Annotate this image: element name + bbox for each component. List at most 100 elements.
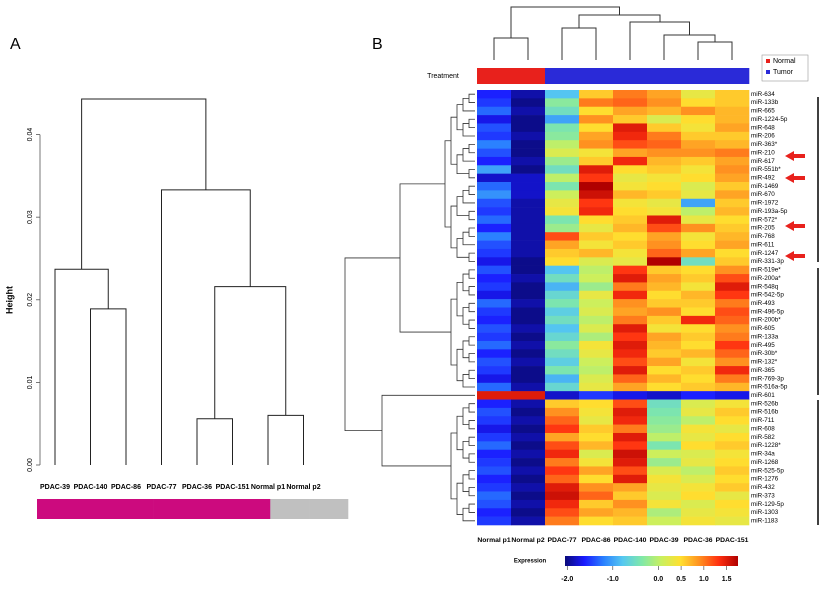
heatmap-cell [511,315,546,325]
heatmap-cell [477,248,512,258]
heatmap-cell [715,248,750,258]
heatmap-cell [715,432,750,442]
heatmap-cell [477,483,512,492]
heatmap-cell [715,198,750,208]
treatment-cell [715,68,750,84]
heatmap-cell [579,299,614,308]
heatmap-cell [545,148,580,158]
row-label: miR-711 [751,417,775,424]
heatmap-cell [579,165,614,174]
heatmap-cell [545,483,580,492]
heatmap-cell [681,198,716,208]
row-label: miR-210 [751,149,775,156]
heatmap-cell [477,148,512,158]
heatmap-cell [613,449,648,459]
heatmap-cell [681,366,716,375]
heatmap-cell [579,499,614,509]
row-label: miR-1276 [751,476,779,483]
heatmap-cell [647,315,682,325]
heatmap-cell [477,474,512,484]
heatmap-cell [477,98,512,108]
column-dendrogram [493,6,733,60]
column-label: PDAC-77 [547,537,576,544]
heatmap-cell [681,156,716,166]
heatmap-cell [579,90,614,99]
heatmap-cell [545,391,580,400]
heatmap-cell [715,90,750,99]
heatmap-cell [715,391,750,400]
heatmap-cell [647,98,682,108]
row-label: miR-542-5p [751,292,784,299]
heatmap-cell [477,441,512,451]
heatmap-cell [477,449,512,459]
heatmap-cell [681,340,716,350]
heatmap-cell [613,165,648,174]
colorbar-tick-label: 1.0 [699,576,709,583]
heatmap-cell [477,307,512,317]
heatmap-cell [715,257,750,266]
heatmap-cell [681,441,716,451]
column-label: Normal p2 [511,537,544,544]
heatmap-cell [579,198,614,208]
heatmap-cell [715,148,750,158]
heatmap-cell [715,240,750,250]
heatmap-cell [647,173,682,183]
heatmap-cell [681,474,716,484]
heatmap-cell [715,232,750,241]
heatmap-cell [511,215,546,225]
heatmap-cell [545,223,580,233]
heatmap-cell [715,416,750,425]
heatmap-cell [477,357,512,367]
heatmap-cell [715,123,750,133]
heatmap-cell [579,106,614,116]
heatmap-cell [545,182,580,191]
column-label: PDAC-86 [581,537,610,544]
heatmap-cell [477,349,512,358]
heatmap-cell [681,508,716,517]
heatmap-cell [613,416,648,425]
group-bar [75,499,116,519]
heatmap-cell [647,106,682,116]
heatmap-cell [647,474,682,484]
heatmap-cell [477,123,512,133]
column-label: PDAC-39 [649,537,678,544]
heatmap-cell [477,156,512,166]
heatmap-cell [511,165,546,174]
heatmap-cell [681,98,716,108]
row-label: miR-1268 [751,459,779,466]
treatment-cell [511,68,546,84]
dendrogram-link [267,414,304,465]
heatmap-cell [545,198,580,208]
row-label: miR-200b* [751,317,781,324]
heatmap-cell [477,399,512,409]
heatmap-cell [715,340,750,350]
heatmap-cell [477,165,512,174]
heatmap-cell [579,156,614,166]
heatmap-cell [477,340,512,350]
heatmap-cell [715,182,750,191]
heatmap-cell [477,182,512,191]
heatmap-cell [511,232,546,241]
heatmap-cell [681,265,716,275]
heatmap-cell [579,332,614,342]
heatmap-cell [511,190,546,200]
heatmap-cell [579,357,614,367]
colorbar-tick-label: 0.0 [653,576,663,583]
heatmap-cell [511,391,546,400]
heatmap-cell [511,248,546,258]
heatmap-cell [647,391,682,400]
heatmap-cell [579,366,614,375]
row-label: miR-605 [751,325,775,332]
treatment-cell [613,68,648,84]
heatmap-cell [647,148,682,158]
heatmap-cell [647,483,682,492]
row-label: miR-551b* [751,166,781,173]
row-label: miR-608 [751,425,775,432]
heatmap-cell [579,115,614,124]
heatmap-cell [511,299,546,308]
heatmap-cell [613,340,648,350]
heatmap-cell [681,391,716,400]
heatmap-cell [647,156,682,166]
heatmap-cell [579,140,614,149]
heatmap-cell [579,349,614,358]
